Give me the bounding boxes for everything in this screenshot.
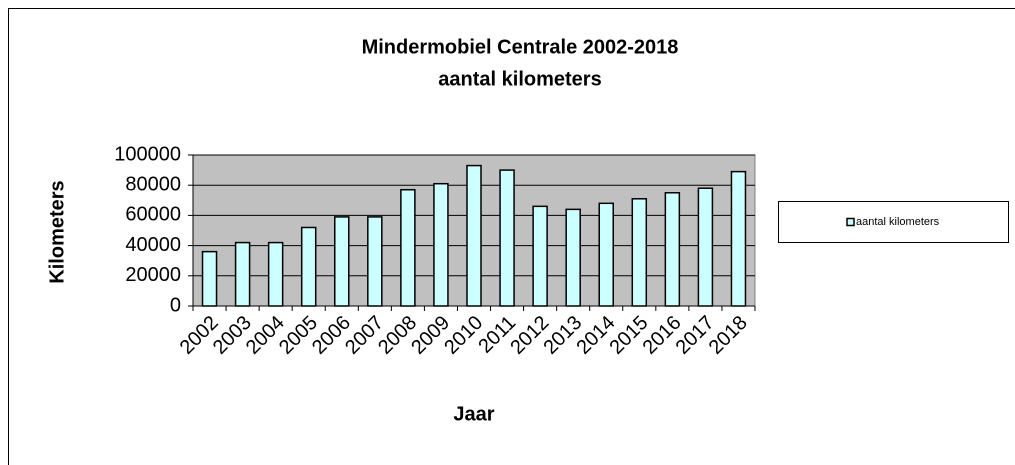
bar bbox=[300, 226, 317, 307]
chart-subtitle: aantal kilometers bbox=[438, 68, 601, 90]
bar bbox=[664, 192, 681, 307]
bar bbox=[400, 188, 416, 307]
bar bbox=[631, 198, 648, 307]
bar bbox=[466, 164, 482, 307]
bar bbox=[234, 241, 251, 307]
legend-label: aantal kilometers bbox=[856, 216, 940, 228]
bar bbox=[565, 208, 581, 307]
bar bbox=[532, 205, 548, 307]
bar bbox=[730, 170, 747, 307]
y-tick-label: 100000 bbox=[114, 143, 181, 165]
y-tick-label: 40000 bbox=[125, 234, 181, 256]
y-tick-label: 60000 bbox=[125, 204, 181, 226]
bar bbox=[334, 216, 350, 307]
bar bbox=[201, 250, 218, 307]
y-tick-label: 0 bbox=[170, 294, 181, 316]
bar bbox=[697, 187, 714, 307]
bar bbox=[367, 216, 383, 307]
y-tick-label: 20000 bbox=[125, 264, 181, 286]
bar bbox=[267, 241, 284, 307]
legend bbox=[778, 201, 1009, 243]
y-tick-label: 80000 bbox=[125, 173, 181, 195]
bar bbox=[598, 202, 614, 307]
y-axis-label: Kilometers bbox=[46, 180, 68, 283]
x-axis-label: Jaar bbox=[453, 403, 494, 425]
bar bbox=[433, 182, 449, 307]
chart-title: Mindermobiel Centrale 2002-2018 bbox=[362, 36, 679, 58]
legend-marker bbox=[846, 217, 855, 227]
bar bbox=[499, 169, 515, 307]
